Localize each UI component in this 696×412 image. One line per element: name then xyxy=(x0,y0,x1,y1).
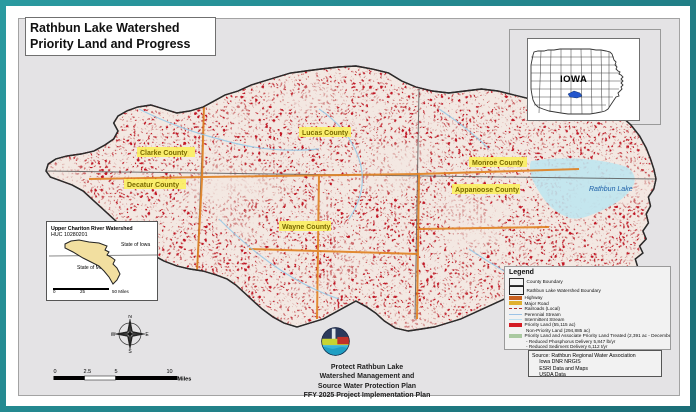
svg-text:IOWA: IOWA xyxy=(560,74,587,85)
svg-text:HUC 10280201: HUC 10280201 xyxy=(51,232,88,238)
svg-text:50 Miles: 50 Miles xyxy=(112,289,130,294)
svg-text:10: 10 xyxy=(167,369,173,375)
svg-text:2.5: 2.5 xyxy=(84,369,92,375)
svg-text:Wayne County: Wayne County xyxy=(282,224,330,231)
svg-text:5: 5 xyxy=(115,369,118,375)
svg-text:0: 0 xyxy=(54,369,57,375)
svg-text:Rathbun Lake: Rathbun Lake xyxy=(589,186,633,193)
svg-text:Appanoose County: Appanoose County xyxy=(455,187,519,194)
svg-text:S: S xyxy=(128,349,132,353)
svg-text:E: E xyxy=(145,332,149,338)
svg-text:Decatur County: Decatur County xyxy=(127,182,179,189)
svg-text:W: W xyxy=(111,332,116,338)
svg-text:State of Iowa: State of Iowa xyxy=(121,242,150,248)
svg-text:Lucas County: Lucas County xyxy=(302,130,348,137)
svg-text:Clarke County: Clarke County xyxy=(140,150,188,157)
svg-text:Monroe County: Monroe County xyxy=(472,160,523,167)
svg-text:N: N xyxy=(128,315,132,320)
svg-text:Miles: Miles xyxy=(178,377,192,383)
